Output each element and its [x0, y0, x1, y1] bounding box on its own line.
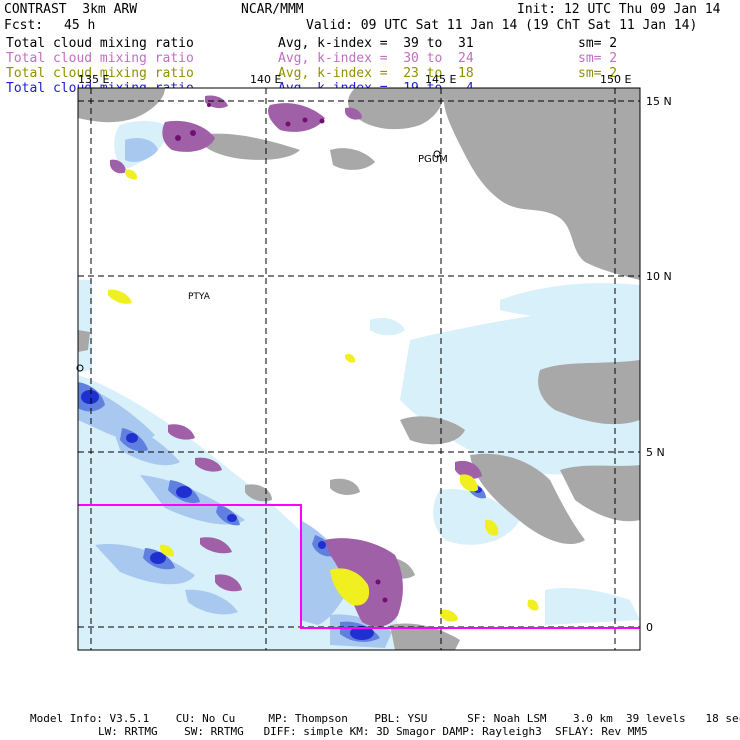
lon-label-150: 150 E	[600, 73, 631, 86]
lat-label-0: 0	[646, 621, 653, 634]
station-marker-pgum	[433, 150, 441, 158]
lon-label-145: 145 E	[425, 73, 456, 86]
place-label-ptya: PTYA	[188, 292, 211, 302]
legend-stat-1: Avg, k-index = 39 to 31	[278, 36, 474, 51]
legend-sm-3: sm= 2	[578, 66, 618, 81]
cloud-dark-blue-layer	[81, 390, 482, 640]
model-info-line1: Model Info: V3.5.1 CU: No Cu MP: Thompso…	[30, 712, 740, 725]
model-info-line2: LW: RRTMG SW: RRTMG DIFF: simple KM: 3D …	[98, 725, 648, 738]
legend-field-2: Total cloud mixing ratio	[6, 51, 194, 66]
lat-label-10n: 10 N	[646, 270, 672, 283]
valid-time: Valid: 09 UTC Sat 11 Jan 14 (19 ChT Sat …	[306, 18, 698, 33]
station-marker-west	[76, 364, 84, 372]
legend-stat-3: Avg, k-index = 23 to 18	[278, 66, 474, 81]
legend-stat-2: Avg, k-index = 30 to 24	[278, 51, 474, 66]
lat-label-15n: 15 N	[646, 95, 672, 108]
cloud-core-dots	[175, 103, 388, 603]
center-label: NCAR/MMM	[241, 2, 304, 17]
product-title: CONTRAST 3km ARW	[4, 2, 138, 17]
legend-sm-1: sm= 2	[578, 36, 618, 51]
init-time: Init: 12 UTC Thu 09 Jan 14	[517, 2, 721, 17]
inner-domain-outline	[78, 504, 640, 629]
lon-label-140: 140 E	[250, 73, 281, 86]
cloud-gray-layer	[78, 88, 640, 650]
cloud-yellow-layer	[108, 169, 539, 622]
lat-lon-grid	[78, 88, 640, 650]
map-frame	[77, 87, 641, 651]
legend-field-3: Total cloud mixing ratio	[6, 66, 194, 81]
forecast-hour: 45 h	[64, 18, 96, 33]
forecast-label: Fcst:	[4, 18, 44, 33]
lon-label-135: 135 E	[78, 73, 109, 86]
place-label-pgum: PGUM	[418, 154, 448, 165]
legend-field-1: Total cloud mixing ratio	[6, 36, 194, 51]
lat-label-5n: 5 N	[646, 446, 665, 459]
legend-sm-2: sm= 2	[578, 51, 618, 66]
